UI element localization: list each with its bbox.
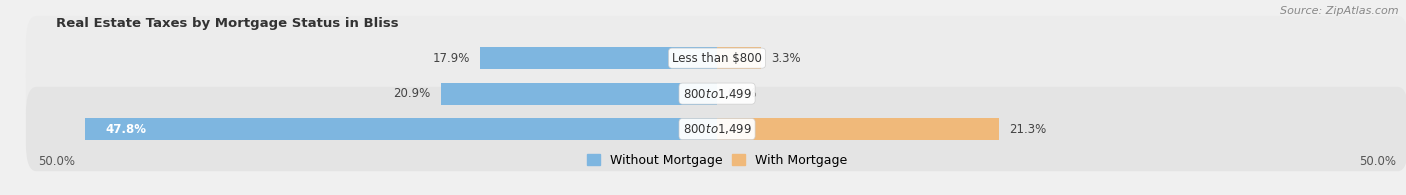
Text: 17.9%: 17.9% [433, 52, 470, 65]
Bar [717, 118, 998, 140]
Text: 47.8%: 47.8% [105, 122, 146, 136]
Bar [86, 118, 717, 140]
Text: $800 to $1,499: $800 to $1,499 [682, 122, 752, 136]
Bar [481, 47, 717, 69]
Text: 21.3%: 21.3% [1010, 122, 1046, 136]
Text: 3.3%: 3.3% [772, 52, 801, 65]
Text: Real Estate Taxes by Mortgage Status in Bliss: Real Estate Taxes by Mortgage Status in … [56, 17, 399, 30]
FancyBboxPatch shape [25, 87, 1406, 171]
Text: 0.0%: 0.0% [728, 87, 758, 100]
FancyBboxPatch shape [25, 16, 1406, 100]
Text: 20.9%: 20.9% [394, 87, 430, 100]
Text: Source: ZipAtlas.com: Source: ZipAtlas.com [1281, 6, 1399, 16]
Text: Less than $800: Less than $800 [672, 52, 762, 65]
FancyBboxPatch shape [25, 51, 1406, 136]
Legend: Without Mortgage, With Mortgage: Without Mortgage, With Mortgage [588, 154, 846, 167]
Bar [717, 47, 761, 69]
Text: $800 to $1,499: $800 to $1,499 [682, 87, 752, 101]
Bar [441, 83, 717, 105]
